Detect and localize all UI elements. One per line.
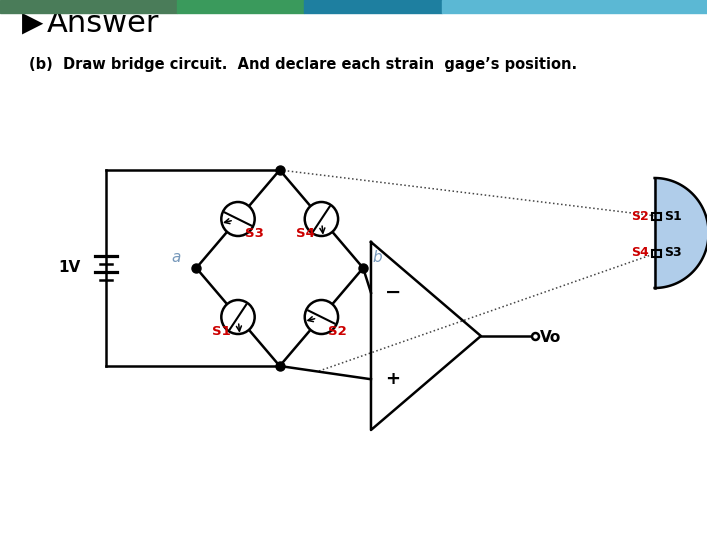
Text: S4: S4 bbox=[296, 227, 315, 240]
Text: S1: S1 bbox=[665, 210, 682, 222]
Polygon shape bbox=[654, 178, 708, 288]
Text: (b)  Draw bridge circuit.  And declare each strain  gage’s position.: (b) Draw bridge circuit. And declare eac… bbox=[30, 57, 577, 72]
Circle shape bbox=[305, 300, 338, 334]
Bar bbox=[441, 0, 706, 13]
Text: S3: S3 bbox=[245, 227, 264, 240]
Text: b: b bbox=[373, 251, 382, 266]
Text: S2: S2 bbox=[631, 210, 649, 222]
Bar bbox=[652, 249, 662, 256]
Text: 1V: 1V bbox=[58, 260, 81, 275]
Text: ▶: ▶ bbox=[22, 9, 43, 37]
Text: S3: S3 bbox=[665, 246, 682, 260]
Bar bbox=[305, 0, 441, 13]
Text: S2: S2 bbox=[328, 325, 347, 338]
Circle shape bbox=[221, 300, 255, 334]
Text: +: + bbox=[384, 370, 400, 388]
Text: a: a bbox=[171, 251, 181, 266]
Circle shape bbox=[305, 202, 338, 236]
Text: Vo: Vo bbox=[540, 329, 561, 345]
Text: Answer: Answer bbox=[47, 9, 160, 37]
Bar bbox=[652, 213, 662, 219]
Bar bbox=[0, 0, 176, 13]
Text: −: − bbox=[384, 284, 401, 302]
Text: S1: S1 bbox=[212, 325, 231, 338]
Bar bbox=[176, 0, 305, 13]
Circle shape bbox=[221, 202, 255, 236]
Text: S4: S4 bbox=[631, 246, 649, 260]
